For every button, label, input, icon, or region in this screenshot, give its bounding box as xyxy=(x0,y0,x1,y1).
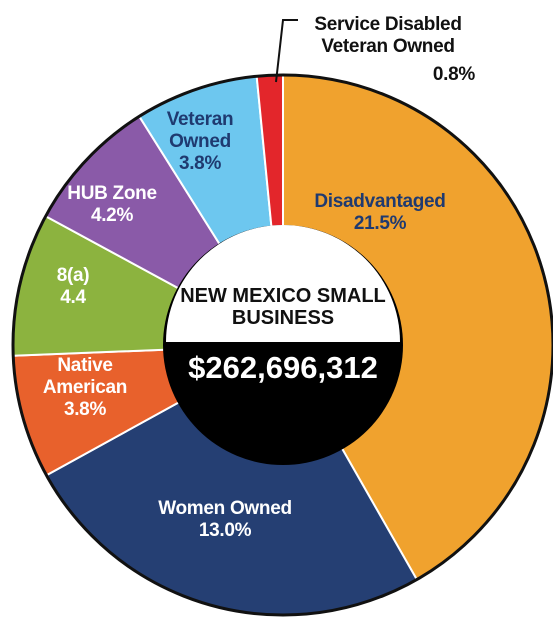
center-value: $262,696,312 xyxy=(188,350,378,385)
value-label: 21.5% xyxy=(353,213,407,234)
category-label: Disadvantaged xyxy=(314,191,446,212)
value-label: 3.8% xyxy=(63,399,107,420)
slice-label: 8(a) 4.4 xyxy=(43,265,103,309)
center-title: NEW MEXICO SMALL BUSINESS xyxy=(180,285,386,329)
slices xyxy=(11,73,553,617)
category-label: HUB Zone xyxy=(67,183,157,204)
value-label: 4.2% xyxy=(90,205,134,226)
category-label: Veteran Owned xyxy=(166,109,234,152)
leader-line xyxy=(275,19,298,83)
slice-label: Native American 3.8% xyxy=(30,355,140,421)
slice-label: Disadvantaged 21.5% xyxy=(285,191,475,235)
category-label: Service Disabled Veteran Owned xyxy=(314,14,462,57)
category-label: Native American xyxy=(42,355,128,398)
value-label: 0.8% xyxy=(432,64,475,85)
slice-label: HUB Zone 4.2% xyxy=(57,183,167,227)
value-label: 3.8% xyxy=(178,153,222,174)
outer-ring xyxy=(11,73,553,617)
value-label: 4.4 xyxy=(60,287,86,308)
slice-label: Women Owned 13.0% xyxy=(125,498,325,542)
category-label: 8(a) xyxy=(56,265,90,286)
category-label: Women Owned xyxy=(158,498,292,519)
slice-label: Service Disabled Veteran Owned 0.8% xyxy=(293,14,483,86)
slice-label: Veteran Owned 3.8% xyxy=(155,109,245,175)
value-label: 13.0% xyxy=(198,520,252,541)
center-top xyxy=(166,225,400,342)
